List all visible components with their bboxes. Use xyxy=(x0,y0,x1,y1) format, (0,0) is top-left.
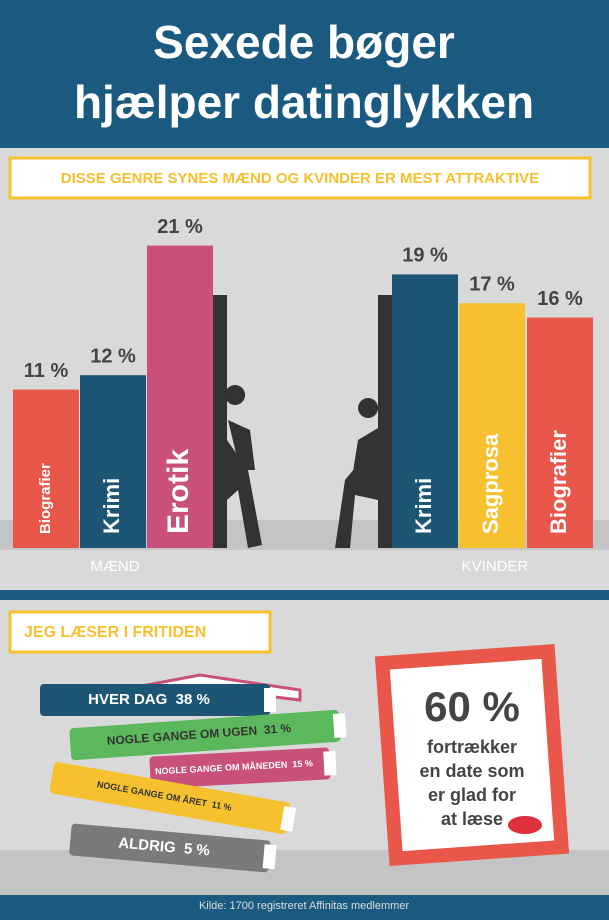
silhouette xyxy=(335,398,379,548)
group-label: KVINDER xyxy=(462,558,529,575)
group-label: MÆND xyxy=(90,558,139,575)
value-label: 21 % xyxy=(157,216,203,238)
source: Kilde: 1700 registreret Affinitas medlem… xyxy=(199,900,409,912)
book xyxy=(392,274,458,548)
stack-label-text: ALDRIG xyxy=(118,834,177,856)
silhouette xyxy=(225,385,262,548)
stack-percent: 31 % xyxy=(263,721,292,737)
stack-book: NOGLE GANGE OM ÅRET 11 % xyxy=(49,762,297,834)
frame-big: 60 % xyxy=(424,683,520,730)
book-pages xyxy=(264,688,276,712)
frame xyxy=(374,643,570,867)
stack-percent: 11 % xyxy=(211,800,232,813)
book-pages xyxy=(332,713,347,738)
section-heading: JEG LÆSER I FRITIDEN xyxy=(24,624,206,641)
stack-label: ALDRIG 5 % xyxy=(118,834,211,859)
book-pages xyxy=(262,844,277,870)
bookend xyxy=(378,295,392,548)
genre-label: Krimi xyxy=(411,478,436,534)
section-heading: DISSE GENRE SYNES MÆND OG KVINDER ER MES… xyxy=(61,170,539,187)
frame-inner xyxy=(389,658,555,852)
value-label: 17 % xyxy=(469,273,515,295)
book xyxy=(147,245,213,548)
genre-label: Erotik xyxy=(162,449,195,534)
book xyxy=(527,317,593,548)
value-label: 12 % xyxy=(90,345,136,367)
value-label: 11 % xyxy=(24,360,69,382)
book xyxy=(80,375,146,548)
lips-icon xyxy=(508,816,542,834)
stack-percent: 15 % xyxy=(292,759,313,770)
value-label: 16 % xyxy=(537,288,583,310)
book-cover xyxy=(149,747,331,789)
genre-label: Biografier xyxy=(37,463,54,534)
book xyxy=(13,389,79,548)
heading-box xyxy=(8,156,592,200)
stack-book: NOGLE GANGE OM UGEN 31 % xyxy=(69,709,347,761)
book-cover xyxy=(69,709,341,761)
genre-label: Krimi xyxy=(99,478,124,534)
frame-line: fortrækker xyxy=(427,737,517,757)
genre-label: Biografier xyxy=(546,430,571,534)
book xyxy=(459,303,525,548)
book-pages xyxy=(280,805,297,832)
value-label: 19 % xyxy=(402,245,448,267)
title-line: Sexede bøger xyxy=(153,16,455,68)
book-cover xyxy=(40,684,270,716)
frame-line: at læse xyxy=(441,809,503,829)
stack-book: HVER DAG 38 % xyxy=(40,684,276,716)
frame-line: er glad for xyxy=(428,785,516,805)
genre-label: Sagprosa xyxy=(478,433,503,534)
book-pages xyxy=(323,750,337,776)
stack-percent: 5 % xyxy=(183,840,210,859)
stack-label: HVER DAG 38 % xyxy=(88,691,210,708)
book-cover xyxy=(49,762,291,834)
frame-line: en date som xyxy=(419,761,524,781)
stack-label-text: HVER DAG xyxy=(88,691,167,708)
book-cover xyxy=(69,823,271,873)
stack-book: NOGLE GANGE OM MÅNEDEN 15 % xyxy=(149,747,337,789)
stack-percent: 38 % xyxy=(176,691,210,708)
title-line: hjælper datinglykken xyxy=(74,76,534,128)
bookend xyxy=(213,295,227,548)
stack-book: ALDRIG 5 % xyxy=(69,823,277,873)
heading-box xyxy=(8,610,272,654)
